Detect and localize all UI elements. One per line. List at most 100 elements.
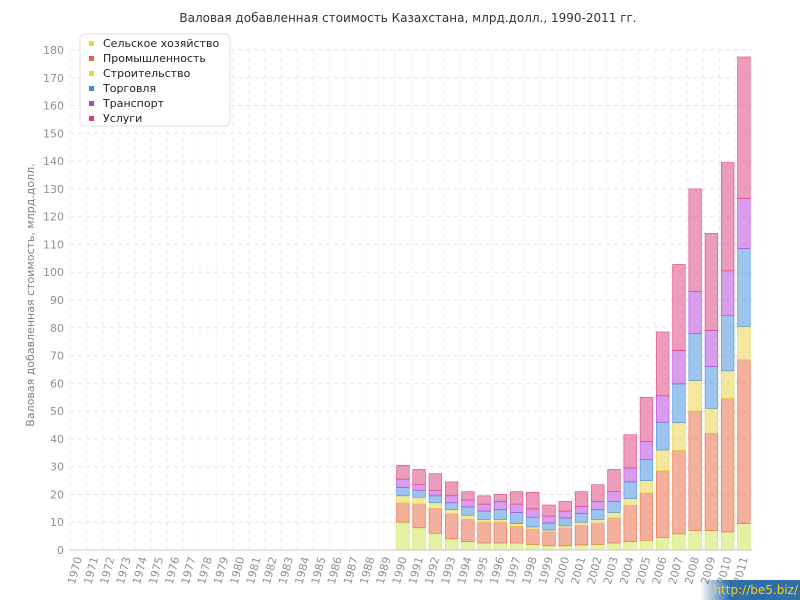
bar-segment	[639, 539, 654, 551]
bars	[396, 56, 751, 551]
bar-segment	[704, 433, 719, 531]
bar-segment	[428, 533, 442, 551]
y-tick-label: 120	[43, 211, 64, 224]
bar-segment	[574, 513, 589, 523]
bar-segment	[542, 522, 556, 531]
bar-segment	[461, 506, 475, 516]
y-axis-ticks: 0 10 20 30 40 50 60 70 80 90 100 110 120 130 140 150 160…	[43, 44, 64, 557]
bar-segment	[444, 538, 459, 551]
bar-segment	[412, 489, 426, 498]
chart-title: Валовая добавленная стоимость Казахстана…	[179, 11, 636, 25]
bar-segment	[721, 314, 735, 372]
bar-segment	[672, 422, 686, 451]
y-tick-label: 20	[50, 488, 64, 501]
bar-segment	[428, 489, 442, 497]
bar-segment	[526, 526, 540, 530]
bar-segment	[574, 544, 589, 551]
bar-segment	[688, 333, 702, 381]
bar-segment	[412, 484, 426, 491]
y-tick-label: 100	[43, 266, 64, 279]
bar-segment	[509, 542, 524, 551]
bar-segment	[558, 501, 572, 512]
bar-segment	[656, 395, 670, 423]
bar-segment	[477, 495, 491, 505]
bar-segment	[656, 537, 670, 551]
bar-segment	[623, 541, 637, 551]
watermark: http://be5.biz/	[700, 580, 800, 600]
bar-segment	[509, 526, 524, 544]
bar-segment	[493, 501, 507, 511]
bar-segment	[639, 441, 654, 461]
bar-segment	[672, 264, 686, 351]
bar-segment	[444, 502, 459, 511]
bar-segment	[526, 544, 540, 551]
bar-segment	[526, 508, 540, 518]
y-tick-label: 0	[57, 544, 64, 557]
bar-segment	[607, 517, 621, 544]
bar-segment	[509, 503, 524, 513]
bar-segment	[574, 491, 589, 507]
bar-segment	[704, 330, 719, 367]
bar-segment	[704, 408, 719, 434]
bar-segment	[444, 509, 459, 515]
bar-segment	[737, 359, 751, 524]
bar-segment	[623, 434, 637, 469]
bar-segment	[623, 467, 637, 483]
bar-segment	[477, 542, 491, 551]
bar-segment	[509, 491, 524, 505]
bar-segment	[412, 469, 426, 486]
bar-segment	[396, 502, 410, 523]
bar-segment	[656, 449, 670, 472]
y-tick-label: 180	[43, 44, 64, 57]
bar-segment	[477, 521, 491, 544]
bar-segment	[704, 366, 719, 409]
y-tick-label: 70	[50, 350, 64, 363]
legend-label: Сельское хозяйство	[103, 37, 219, 50]
bar-segment	[558, 510, 572, 519]
bar-segment	[461, 519, 475, 542]
bar-segment	[688, 410, 702, 531]
bar-segment	[412, 503, 426, 529]
bar-segment	[607, 542, 621, 551]
legend-swatch	[89, 71, 94, 76]
bar-segment	[591, 544, 605, 551]
bar-segment	[396, 495, 410, 504]
bar-segment	[574, 521, 589, 526]
bar-segment	[607, 512, 621, 519]
y-tick-label: 40	[50, 433, 64, 446]
y-axis-title: Валовая добавленная стоимость, млрд.долл…	[24, 163, 37, 426]
legend-swatch	[89, 41, 94, 46]
bar-segment	[737, 326, 751, 361]
bar-segment	[704, 530, 719, 551]
legend-swatch	[89, 101, 94, 106]
legend-swatch	[89, 56, 94, 61]
legend-label: Строительство	[103, 67, 191, 80]
bar-segment	[737, 56, 751, 199]
bar-segment	[542, 531, 556, 547]
legend-box	[79, 33, 231, 127]
bar-segment	[607, 491, 621, 502]
bar-segment	[607, 469, 621, 492]
legend-label: Услуги	[103, 112, 142, 125]
bar-segment	[477, 503, 491, 512]
y-tick-label: 90	[50, 294, 64, 307]
bar-segment	[688, 380, 702, 412]
bar-segment	[639, 492, 654, 541]
y-tick-label: 170	[43, 72, 64, 85]
bar-segment	[704, 233, 719, 331]
bar-segment	[509, 523, 524, 527]
bar-segment	[737, 198, 751, 249]
bar-segment	[672, 350, 686, 385]
bar-segment	[607, 501, 621, 513]
bar-segment	[542, 504, 556, 517]
bar-segment	[493, 521, 507, 544]
bar-segment	[623, 481, 637, 499]
legend-swatch	[89, 116, 94, 121]
y-tick-label: 140	[43, 155, 64, 168]
legend-label: Промышленность	[103, 52, 206, 65]
bar-segment	[461, 499, 475, 508]
bar-segment	[412, 527, 426, 551]
bar-segment	[591, 519, 605, 524]
y-tick-label: 30	[50, 461, 64, 474]
